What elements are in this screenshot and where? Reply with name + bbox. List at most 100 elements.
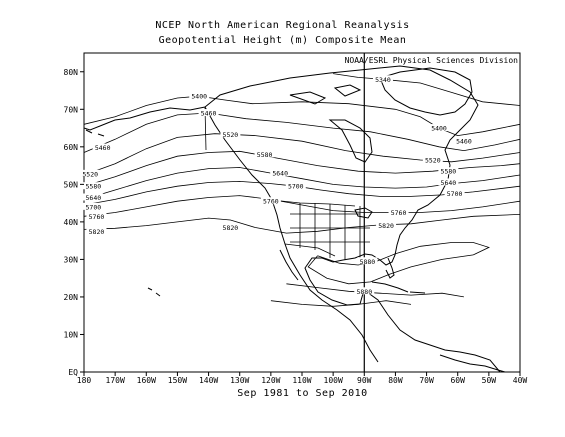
contour-label-bg — [83, 202, 104, 210]
contour-label: 5580 — [441, 168, 457, 176]
y-tick-label: 50N — [64, 180, 79, 189]
contour-label: 5580 — [257, 151, 273, 159]
data-credit: NOAA/ESRL Physical Sciences Division — [344, 56, 518, 65]
x-tick-label: 40W — [513, 376, 528, 385]
aleutian-islands — [85, 129, 105, 137]
contour-5700: 5700 5700 5700 — [83, 180, 521, 211]
contour-label-bg — [83, 182, 104, 190]
map-frame — [83, 52, 521, 373]
contour-5340: 5340 — [333, 73, 521, 106]
canada-us-border — [271, 199, 356, 207]
contour-label: 5520 — [425, 156, 441, 164]
contour-5880: 5880 — [307, 242, 490, 285]
contour-line — [270, 300, 412, 307]
hudson-bay — [328, 119, 373, 163]
contour-label-bg — [354, 287, 375, 295]
contour-label-bg — [422, 155, 443, 163]
contour-label-bg — [438, 178, 459, 186]
y-tick-label: 80N — [64, 68, 79, 77]
us-mexico-border — [284, 243, 336, 257]
coastline-layer — [83, 65, 506, 373]
contour-label: 5640 — [441, 179, 457, 187]
contour-label-bg — [86, 212, 107, 220]
hispaniola-island — [409, 291, 426, 294]
contour-label: 5760 — [89, 213, 105, 221]
contour-label-bg — [270, 169, 291, 177]
contour-label: 5820 — [89, 228, 105, 236]
x-tick-label: 150W — [168, 376, 187, 385]
contour-label: 5700 — [86, 203, 102, 211]
alaska-coastline — [83, 106, 206, 131]
cuba-island — [371, 281, 409, 293]
contour-label-bg — [376, 221, 397, 229]
contour-label-bg — [372, 75, 393, 83]
state-grid — [290, 203, 370, 260]
contour-label-bg — [429, 124, 450, 132]
contour-label-bg — [453, 137, 474, 145]
baja-california — [279, 249, 299, 281]
y-tick-label: 70N — [64, 105, 79, 114]
y-tick-label: 60N — [64, 143, 79, 152]
map-border — [83, 52, 521, 373]
x-tick-label: 170W — [106, 376, 125, 385]
contour-label-bg — [92, 143, 113, 151]
contour-label-bg — [80, 169, 101, 177]
contour-5760: 5760 5760 5760 — [83, 195, 521, 221]
contour-label: 5640 — [86, 194, 102, 202]
great-lakes — [354, 207, 373, 219]
contour-label: 5520 — [82, 170, 98, 178]
contour-label-bg — [285, 182, 306, 190]
contour-5460: 5460 5460 5460 — [83, 109, 521, 153]
contour-label-bg — [260, 197, 281, 205]
contour-label: 5700 — [288, 183, 304, 191]
contour-5580: 5580 5580 5580 — [83, 150, 521, 191]
contour-line — [83, 133, 521, 176]
north-america-coastline — [204, 65, 501, 373]
x-tick-label: 110W — [292, 376, 311, 385]
y-tick-label: 30N — [64, 255, 79, 264]
greenland-outline — [379, 67, 473, 116]
x-tick-label: 60W — [450, 376, 465, 385]
contour-label: 5400 — [431, 125, 447, 133]
contour-label-bg — [86, 227, 107, 235]
x-tick-label: 100W — [324, 376, 343, 385]
contour-line — [307, 242, 490, 285]
time-period-caption: Sep 1981 to Sep 2010 — [237, 388, 368, 399]
contour-line — [83, 214, 521, 234]
contour-label: 5820 — [378, 222, 394, 230]
contour-line — [83, 195, 521, 217]
contour-line — [83, 112, 521, 153]
contour-label: 5580 — [86, 183, 102, 191]
contour-label: 5700 — [447, 190, 463, 198]
contour-line — [286, 283, 464, 298]
contour-5520: 5520 5520 5520 — [80, 130, 521, 178]
contour-label: 5820 — [223, 224, 239, 232]
contour-label-bg — [83, 193, 104, 201]
contour-label-bg — [388, 208, 409, 216]
contour-label: 5340 — [375, 76, 391, 84]
x-tick-label: 70W — [419, 376, 434, 385]
contour-label: 5880 — [360, 258, 376, 266]
x-tick-label: 90W — [357, 376, 372, 385]
contour-5820: 5820 5820 5820 — [83, 214, 521, 236]
contour-label-bg — [220, 223, 241, 231]
x-tick-label: 50W — [482, 376, 497, 385]
x-tick-label: 180 — [77, 376, 92, 385]
contour-label: 5400 — [191, 93, 207, 101]
y-tick-label: EQ — [68, 368, 78, 377]
contour-5640: 5640 5640 5640 — [83, 167, 521, 202]
contour-5400: 5400 5400 — [83, 92, 521, 137]
contour-label: 5460 — [456, 138, 472, 146]
x-tick-label: 120W — [261, 376, 280, 385]
contour-label-bg — [444, 189, 465, 197]
map-subtitle: Geopotential Height (m) Composite Mean — [158, 35, 407, 46]
x-tick-label: 80W — [388, 376, 403, 385]
contour-line — [83, 95, 521, 137]
contour-label-bg — [438, 167, 459, 175]
contour-label-bg — [220, 130, 241, 138]
hawaii-islands — [147, 287, 161, 297]
contour-5880: 5880 — [286, 283, 464, 298]
x-tick-label: 130W — [230, 376, 249, 385]
x-tick-label: 160W — [137, 376, 156, 385]
